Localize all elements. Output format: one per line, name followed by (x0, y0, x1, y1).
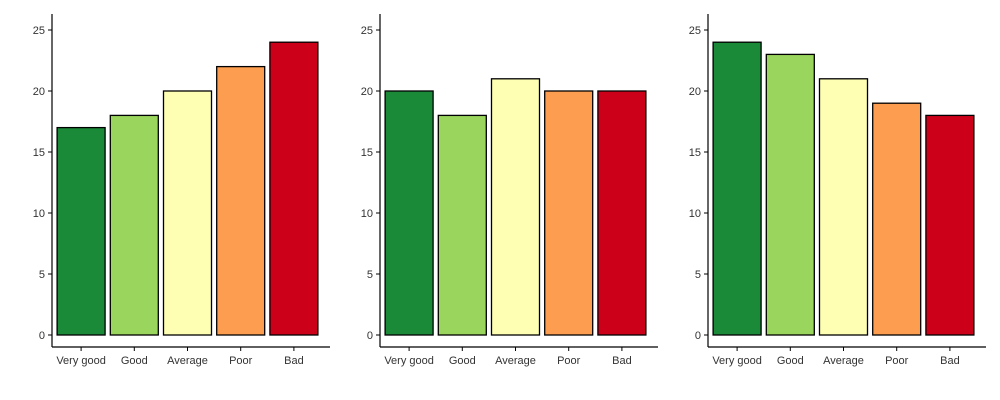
y-tick-label: 25 (689, 25, 701, 37)
bar-poor (544, 90, 594, 336)
bar-bad (925, 114, 975, 336)
y-tick-label: 10 (33, 208, 45, 220)
x-tick-label: Very good (384, 355, 434, 367)
bar-poor (872, 102, 922, 336)
y-tick-label: 0 (39, 330, 45, 342)
x-tick-label: Very good (712, 355, 762, 367)
x-tick-label: Poor (557, 355, 581, 367)
y-tick-label: 20 (361, 86, 373, 98)
bar-average (490, 78, 541, 336)
y-tick-label: 5 (39, 269, 45, 281)
bar-average (162, 90, 213, 336)
bar-chart-panel-3: 0 5 10 15 20 25 Very good Good Average Poor Bad (689, 14, 986, 367)
y-tick-label: 15 (361, 147, 373, 159)
y-tick-label: 25 (33, 25, 45, 37)
bar-good (765, 53, 815, 336)
x-tick-label: Bad (284, 355, 304, 367)
x-tick-label: Good (449, 355, 476, 367)
y-tick-label: 10 (361, 208, 373, 220)
y-tick-label: 10 (689, 208, 701, 220)
bar-bad (269, 41, 319, 336)
x-tick-label: Bad (940, 355, 960, 367)
y-tick-label: 0 (695, 330, 701, 342)
y-tick-label: 25 (361, 25, 373, 37)
x-tick-label: Average (823, 355, 864, 367)
y-tick-label: 5 (695, 269, 701, 281)
y-tick-label: 0 (367, 330, 373, 342)
x-tick-label: Average (495, 355, 536, 367)
x-tick-label: Poor (885, 355, 909, 367)
y-tick-label: 15 (33, 147, 45, 159)
y-tick-label: 20 (33, 86, 45, 98)
bar-very-good (712, 41, 762, 336)
x-tick-label: Bad (612, 355, 632, 367)
bar-good (437, 114, 487, 336)
x-tick-label: Poor (229, 355, 253, 367)
bar-very-good (56, 126, 106, 336)
bar-average (818, 78, 869, 336)
x-tick-label: Good (121, 355, 148, 367)
bar-poor (216, 65, 266, 336)
bar-bad (597, 90, 647, 336)
y-tick-label: 5 (367, 269, 373, 281)
bar-chart-panel-1: 0 5 10 15 20 25 Very good Good Average Poor Bad (33, 14, 330, 367)
x-tick-label: Average (167, 355, 208, 367)
y-tick-label: 15 (689, 147, 701, 159)
x-tick-label: Very good (56, 355, 106, 367)
bar-very-good (384, 90, 434, 336)
bar-chart-panel-2: 0 5 10 15 20 25 Very good Good Average Poor Bad (361, 14, 658, 367)
x-tick-label: Good (777, 355, 804, 367)
y-tick-label: 20 (689, 86, 701, 98)
bar-good (109, 114, 159, 336)
